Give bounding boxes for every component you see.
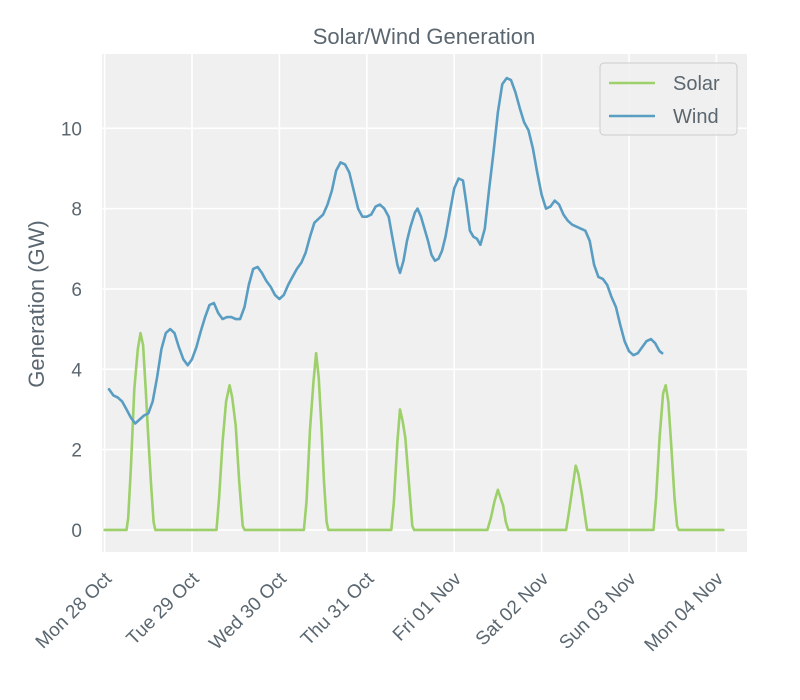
x-tick-label: Sat 02 Nov <box>472 568 554 650</box>
x-tick-label: Thu 31 Oct <box>297 568 379 650</box>
y-tick-label: 10 <box>61 119 82 140</box>
series-lines <box>103 76 725 532</box>
legend-label-wind: Wind <box>673 106 719 128</box>
series-line-solar <box>103 331 725 532</box>
grid <box>102 54 747 552</box>
x-tick-label: Wed 30 Oct <box>205 568 291 654</box>
legend: Solar Wind <box>599 62 738 136</box>
y-tick-label: 0 <box>71 521 82 542</box>
x-tick-label: Sun 03 Nov <box>555 568 640 653</box>
y-axis-label: Generation (GW) <box>24 220 49 388</box>
y-tick-label: 2 <box>71 441 82 462</box>
chart-title: Solar/Wind Generation <box>313 24 536 49</box>
y-tick-label: 8 <box>71 200 82 221</box>
y-tick-label: 4 <box>71 360 82 381</box>
plot-area <box>102 54 747 552</box>
legend-label-solar: Solar <box>673 73 720 95</box>
y-tick-label: 6 <box>71 280 82 301</box>
x-axis: Mon 28 Oct Tue 29 Oct Wed 30 Oct Thu 31 Oct… <box>32 568 728 656</box>
y-axis: 0 2 4 6 8 10 <box>61 119 83 542</box>
x-tick-label: Fri 01 Nov <box>389 568 466 645</box>
series-line-wind <box>107 76 664 425</box>
x-tick-label: Tue 29 Oct <box>123 568 204 649</box>
x-tick-label: Mon 28 Oct <box>32 568 117 653</box>
x-tick-label: Mon 04 Nov <box>641 568 729 656</box>
